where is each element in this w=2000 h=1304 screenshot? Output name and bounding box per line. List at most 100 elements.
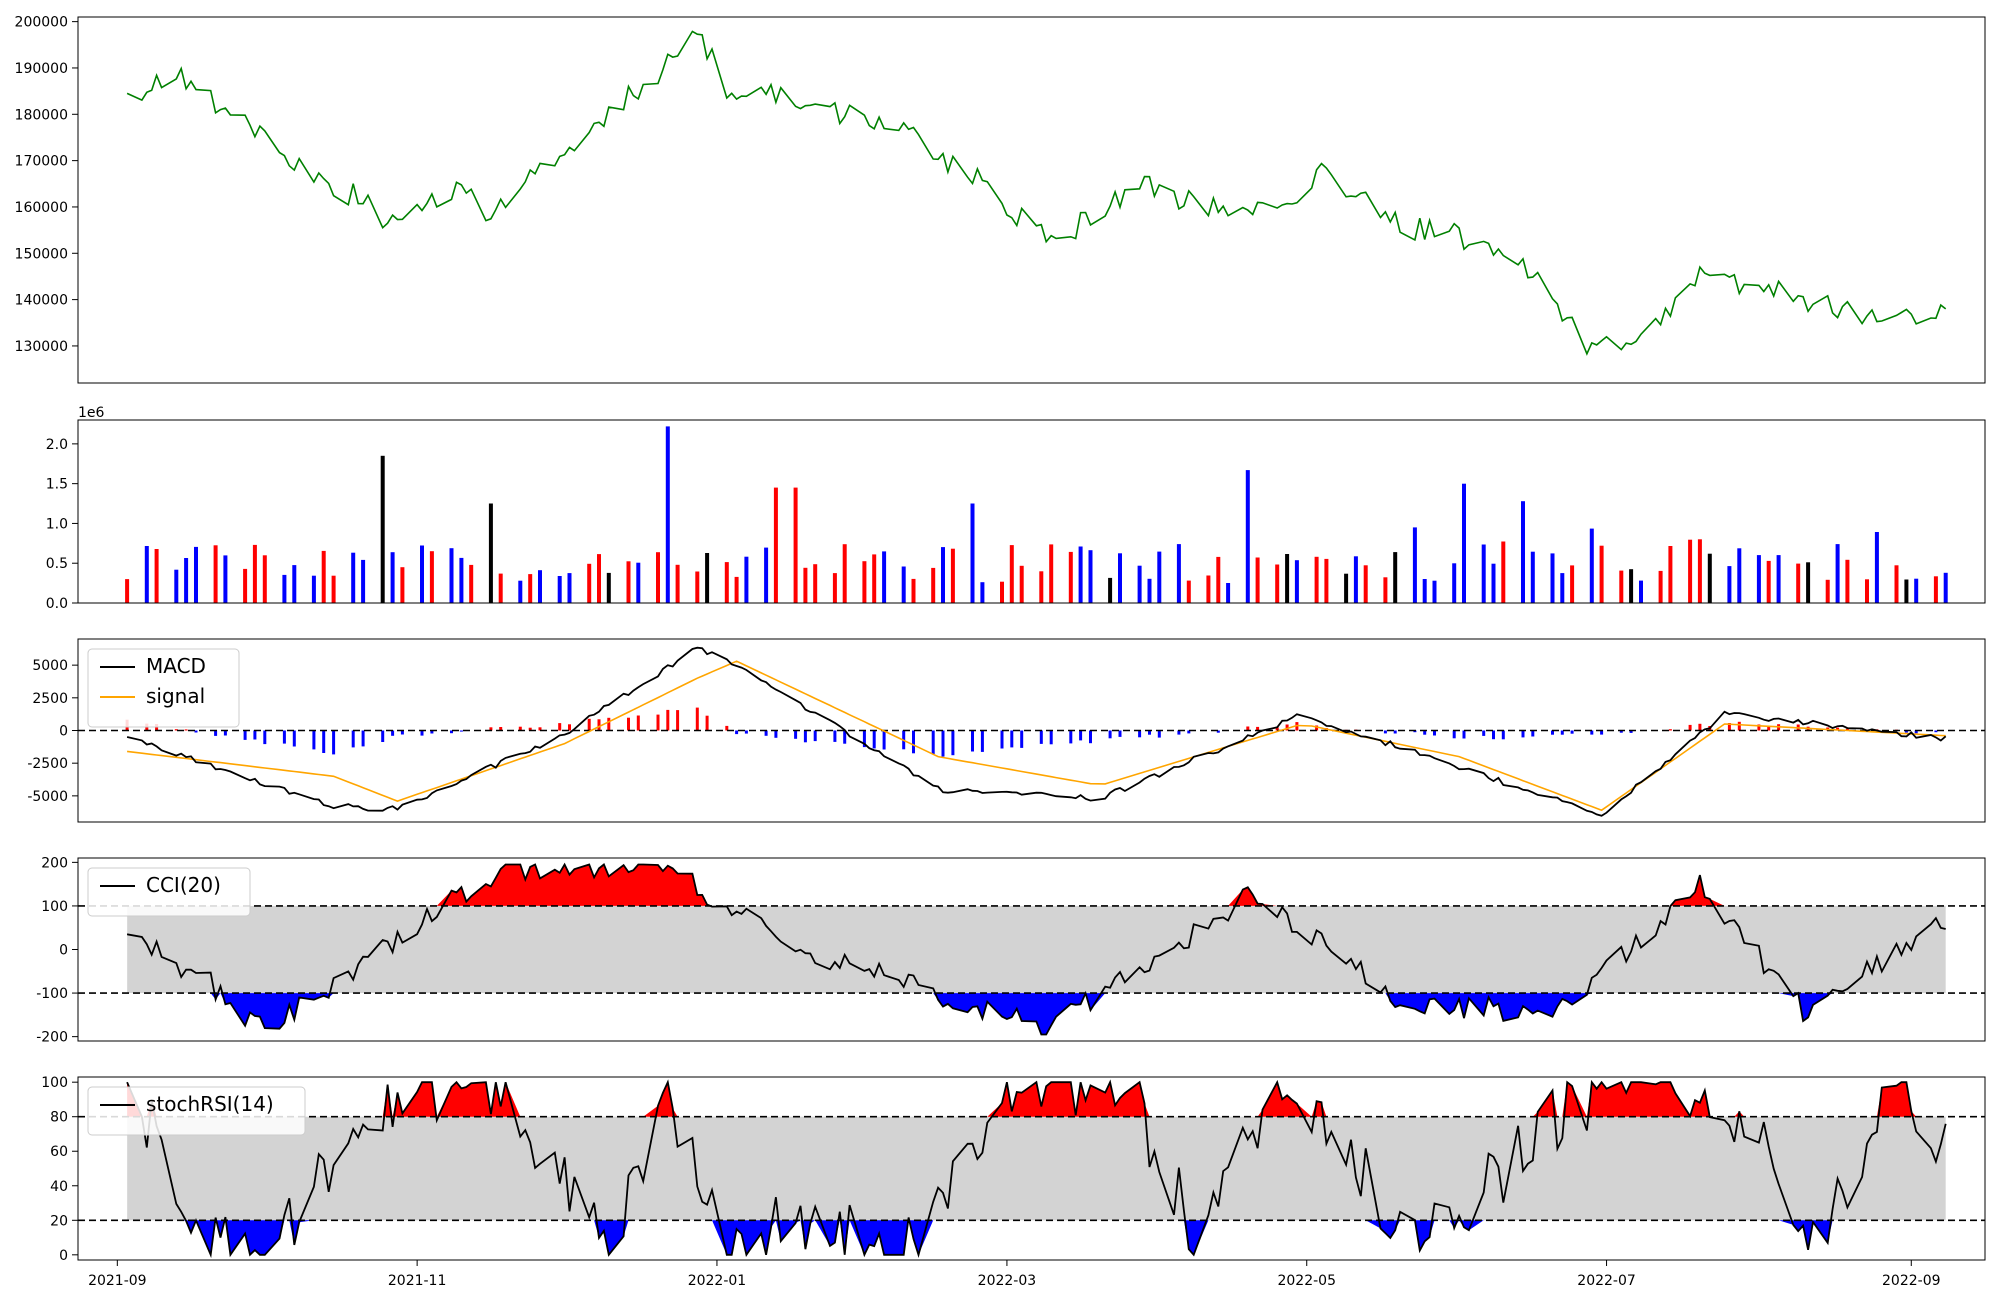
volume-bar <box>1363 565 1368 603</box>
volume-bar <box>901 566 906 603</box>
macd-histogram-bar <box>538 727 542 731</box>
macd-histogram-bar <box>627 717 630 731</box>
volume-bar <box>1589 528 1594 603</box>
volume-bar <box>705 553 710 603</box>
y-tick-label: 40 <box>50 1179 68 1195</box>
macd-histogram-bar <box>862 730 866 748</box>
macd-histogram-bar <box>1452 730 1456 739</box>
macd-histogram-bar <box>1934 730 1938 733</box>
macd-histogram-bar <box>1600 730 1604 735</box>
y-tick-label: 160000 <box>15 200 68 216</box>
volume-bar <box>449 548 454 603</box>
volume-bar <box>292 565 297 603</box>
volume-bar <box>1550 553 1555 603</box>
macd-histogram-bar <box>735 730 739 735</box>
volume-bar <box>1422 579 1427 603</box>
macd-histogram-bar <box>1393 730 1397 734</box>
y-tick-label: -200 <box>36 1030 68 1046</box>
panel-background <box>78 17 1985 383</box>
volume-bar <box>882 551 887 603</box>
macd-histogram-bar <box>803 730 807 743</box>
macd-histogram-bar <box>1246 726 1250 731</box>
volume-bar <box>626 561 631 603</box>
volume-bar <box>665 426 670 603</box>
volume-bar <box>400 567 405 603</box>
volume-bar <box>331 575 336 603</box>
volume-bar <box>154 549 159 603</box>
volume-bar <box>1118 553 1122 603</box>
volume-bar <box>970 503 975 603</box>
volume-bar <box>744 556 749 603</box>
macd-histogram-bar <box>312 730 316 750</box>
volume-bar <box>1825 579 1830 603</box>
macd-histogram-bar <box>843 730 847 744</box>
macd-histogram-bar <box>666 709 670 731</box>
macd-histogram-bar <box>381 730 385 742</box>
volume-bar <box>1894 565 1899 603</box>
volume-bar <box>1865 579 1869 603</box>
macd-histogram-bar <box>951 730 955 756</box>
volume-bar <box>144 546 149 603</box>
volume-bar <box>321 550 326 603</box>
macd-histogram-bar <box>813 730 817 742</box>
volume-bar <box>1452 563 1457 603</box>
volume-bar <box>1845 559 1850 603</box>
macd-histogram-bar <box>1118 730 1122 737</box>
volume-bar <box>773 487 778 603</box>
y-tick-label: 150000 <box>15 246 68 262</box>
legend-label: CCI(20) <box>146 873 221 897</box>
macd-histogram-bar <box>174 729 178 731</box>
x-tick-label: 2021-09 <box>88 1273 147 1289</box>
macd-line <box>126 646 1947 817</box>
volume-bar <box>1255 557 1260 603</box>
macd-histogram-bar <box>1433 730 1436 736</box>
volume-bar <box>1344 573 1349 603</box>
volume-bar <box>842 544 847 603</box>
macd-histogram-bar <box>607 717 611 731</box>
macd-histogram-bar <box>1619 730 1623 733</box>
legend-box <box>87 1086 306 1136</box>
macd-histogram-bar <box>1177 730 1181 735</box>
macd-histogram-bar <box>1492 730 1495 740</box>
y-tick-label: 2500 <box>32 691 68 707</box>
volume-bar <box>1727 566 1732 603</box>
volume-bar <box>282 574 287 603</box>
macd-histogram-bar <box>243 730 247 740</box>
panel-border <box>77 638 1986 823</box>
y-tick-label: 20 <box>50 1213 68 1229</box>
panel-5: 0 20 40 60 80 100 stochRSI(14) <box>41 1075 1986 1264</box>
volume-bar <box>1078 546 1083 603</box>
volume-bar <box>1835 544 1840 603</box>
macd-histogram-bar <box>1462 730 1466 739</box>
y-tick-label: 200 <box>41 855 68 871</box>
volume-bar <box>1776 555 1781 603</box>
macd-histogram-bar <box>676 710 680 731</box>
macd-histogram-bar <box>1914 730 1918 734</box>
volume-bar <box>1412 527 1417 603</box>
macd-histogram-bar <box>1079 730 1083 741</box>
y-tick-label: 200000 <box>15 15 68 31</box>
y-tick-label: 180000 <box>15 107 68 123</box>
macd-histogram-bar <box>1108 730 1112 739</box>
y-tick-label: -5000 <box>27 789 68 805</box>
macd-histogram-bar <box>1570 730 1574 734</box>
macd-histogram-bar <box>1560 730 1564 735</box>
y-tick-label: 1.5 <box>46 477 68 493</box>
macd-histogram-bar <box>450 730 453 734</box>
volume-bar <box>380 455 385 603</box>
volume-bar <box>1570 565 1575 603</box>
volume-bar <box>872 554 877 603</box>
volume-bar <box>243 568 248 603</box>
volume-bar <box>223 555 228 603</box>
macd-histogram-bar <box>1148 730 1151 735</box>
macd-histogram-bar <box>636 715 640 731</box>
macd-histogram-bar <box>223 730 227 736</box>
volume-bar <box>1383 577 1388 603</box>
macd-histogram-bar <box>1551 730 1554 735</box>
x-tick-label: 2022-05 <box>1277 1273 1336 1289</box>
volume-bar <box>1324 558 1329 603</box>
macd-histogram-bar <box>744 730 748 734</box>
volume-bar <box>793 487 798 603</box>
volume-bar <box>1393 552 1398 603</box>
